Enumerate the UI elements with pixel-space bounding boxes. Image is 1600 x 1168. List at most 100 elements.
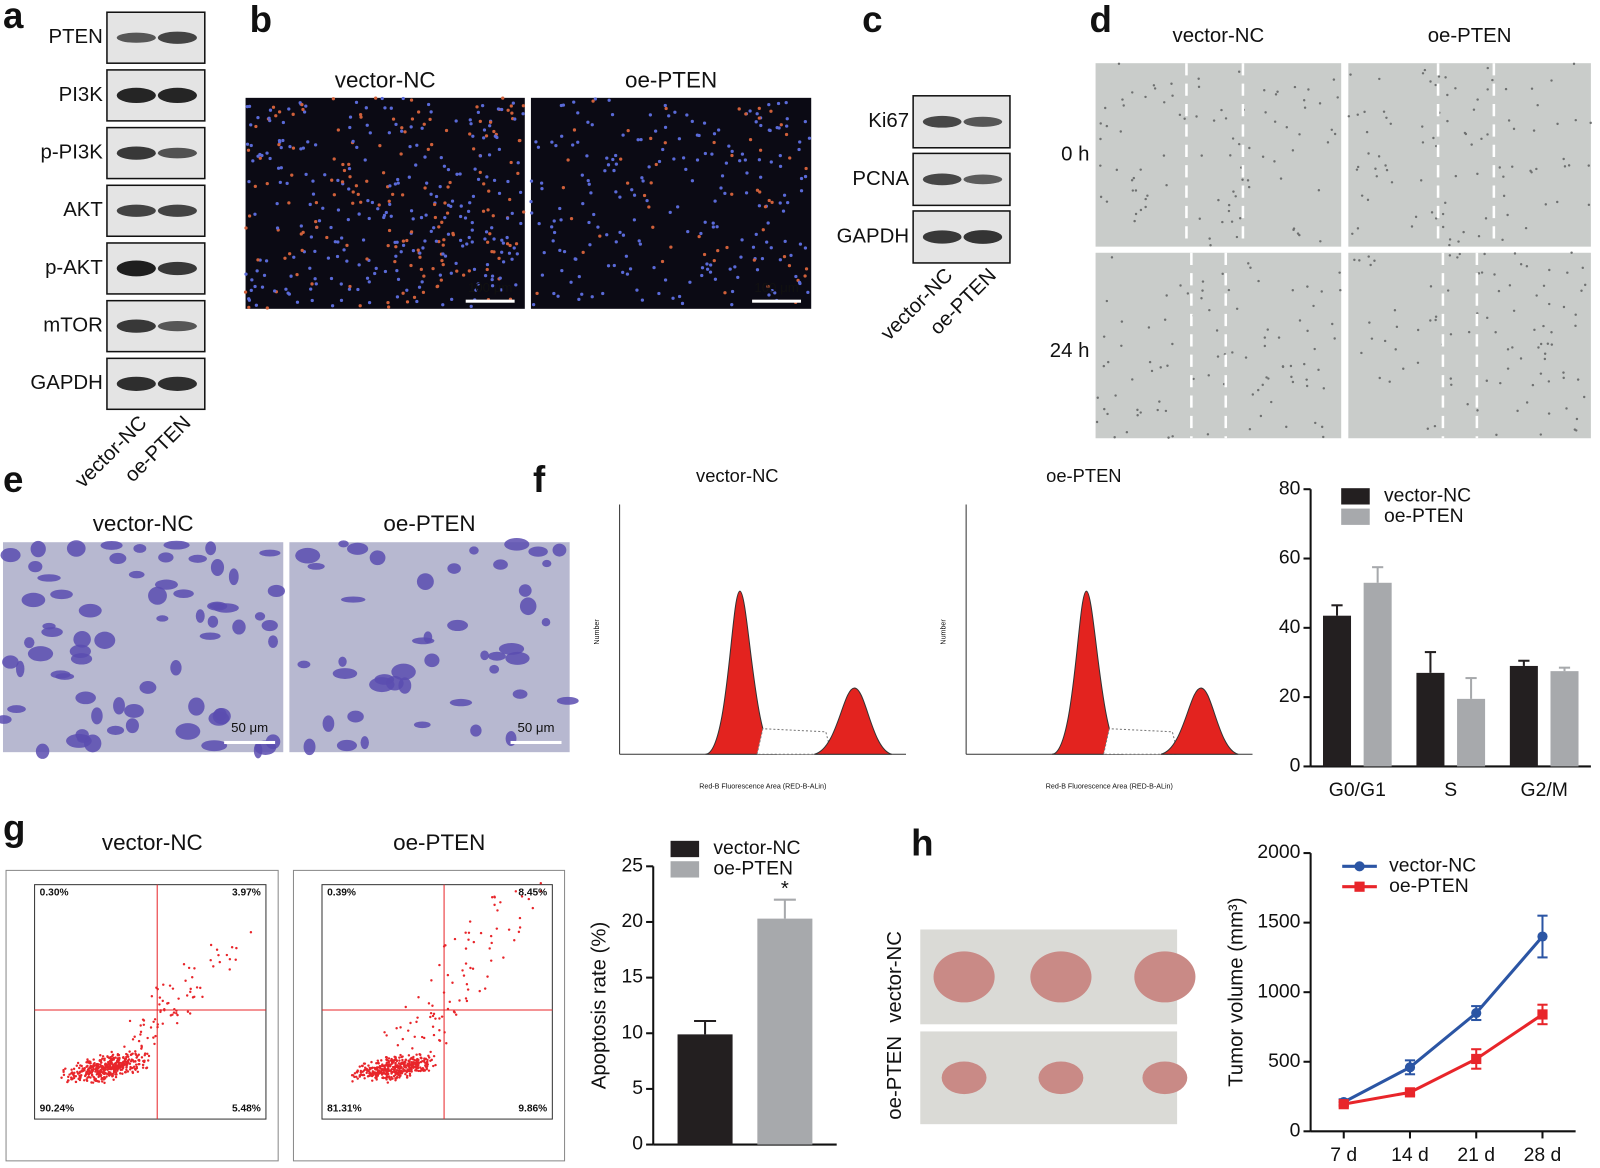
cell bbox=[1497, 289, 1501, 293]
event bbox=[444, 944, 447, 947]
cell-nucleus bbox=[614, 240, 618, 244]
cell-nucleus bbox=[510, 111, 514, 115]
event bbox=[431, 1014, 435, 1018]
cell bbox=[1454, 174, 1458, 178]
cell-nucleus bbox=[449, 271, 453, 275]
stained-cell bbox=[106, 725, 125, 735]
cell-nucleus bbox=[333, 240, 337, 244]
cell-nucleus bbox=[587, 220, 591, 225]
stained-cell bbox=[552, 543, 567, 557]
cell bbox=[1244, 356, 1248, 359]
stained-cell bbox=[195, 609, 205, 623]
event bbox=[426, 1058, 429, 1062]
cell bbox=[1464, 132, 1468, 136]
event bbox=[125, 1055, 128, 1059]
cell-nucleus bbox=[302, 110, 307, 114]
cell-nucleus bbox=[475, 105, 479, 109]
cell-nucleus bbox=[361, 238, 366, 242]
cell-nucleus bbox=[275, 226, 280, 230]
event bbox=[409, 1021, 412, 1025]
cell bbox=[1444, 76, 1447, 79]
event bbox=[85, 1079, 89, 1083]
cell bbox=[1565, 407, 1568, 410]
cell-nucleus bbox=[663, 125, 668, 130]
cell-nucleus bbox=[313, 143, 318, 147]
cell bbox=[1530, 87, 1534, 90]
event bbox=[400, 1055, 403, 1059]
cell bbox=[1263, 344, 1267, 348]
event bbox=[464, 962, 468, 965]
cell-nucleus bbox=[405, 238, 409, 243]
event bbox=[153, 1018, 157, 1021]
cell bbox=[1353, 258, 1356, 262]
cell-nucleus bbox=[798, 140, 802, 144]
cell bbox=[1421, 141, 1425, 144]
cell bbox=[1150, 369, 1154, 373]
cell bbox=[1333, 132, 1337, 136]
cell-nucleus bbox=[719, 186, 723, 190]
event bbox=[128, 1050, 131, 1053]
cell-nucleus bbox=[757, 106, 761, 111]
event bbox=[392, 1060, 395, 1063]
event bbox=[406, 1063, 409, 1067]
event bbox=[438, 1029, 441, 1032]
cell-nucleus bbox=[467, 235, 471, 240]
event bbox=[87, 1067, 90, 1070]
event bbox=[158, 996, 162, 999]
event bbox=[140, 1047, 143, 1050]
event bbox=[468, 920, 472, 923]
legend-marker bbox=[1354, 881, 1365, 892]
quadrant-percent: 0.30% bbox=[40, 888, 69, 899]
cell bbox=[1197, 85, 1201, 89]
event bbox=[417, 1069, 420, 1073]
panel-letter: a bbox=[3, 0, 24, 36]
cell bbox=[1237, 142, 1241, 146]
event bbox=[356, 1069, 359, 1072]
cell bbox=[1266, 328, 1269, 331]
cell bbox=[1485, 379, 1489, 383]
blot-band bbox=[963, 174, 1003, 185]
cell-nucleus bbox=[420, 126, 424, 130]
cell-nucleus bbox=[744, 191, 749, 195]
cell-nucleus bbox=[776, 101, 781, 106]
cell-nucleus bbox=[681, 156, 686, 160]
cell-nucleus bbox=[357, 263, 361, 267]
cell-nucleus bbox=[673, 110, 677, 114]
cell bbox=[1261, 383, 1264, 387]
cell-nucleus bbox=[359, 115, 363, 119]
cell bbox=[1099, 164, 1102, 167]
cell bbox=[1477, 272, 1481, 275]
event bbox=[101, 1055, 105, 1058]
cell-nucleus bbox=[737, 107, 741, 111]
event bbox=[394, 1073, 397, 1077]
x-tick-label: G0/G1 bbox=[1329, 779, 1386, 801]
legend-marker bbox=[1354, 861, 1365, 872]
cell-nucleus bbox=[702, 121, 707, 125]
cell-nucleus bbox=[767, 198, 771, 203]
cell-nucleus bbox=[690, 119, 694, 123]
cell-nucleus bbox=[723, 291, 727, 295]
cell bbox=[1195, 115, 1198, 118]
cell-nucleus bbox=[803, 274, 807, 278]
cell-nucleus bbox=[518, 190, 523, 194]
event bbox=[398, 1073, 401, 1076]
cell bbox=[1133, 219, 1136, 223]
event bbox=[405, 1076, 409, 1079]
stained-cell bbox=[2, 655, 19, 669]
cell bbox=[1421, 125, 1424, 128]
scale-bar bbox=[752, 299, 802, 303]
event bbox=[114, 1075, 118, 1079]
cell-nucleus bbox=[313, 249, 317, 253]
cell-nucleus bbox=[345, 259, 349, 263]
event bbox=[123, 1045, 126, 1048]
protein-label: p-PI3K bbox=[41, 141, 104, 163]
cell-nucleus bbox=[468, 118, 472, 122]
cell-nucleus bbox=[505, 242, 510, 246]
cell bbox=[1095, 420, 1099, 424]
cell-nucleus bbox=[246, 148, 251, 152]
cell bbox=[1375, 175, 1379, 178]
cell-nucleus bbox=[754, 232, 758, 237]
cell-nucleus bbox=[247, 179, 251, 184]
event bbox=[385, 1078, 388, 1081]
cell bbox=[1248, 427, 1252, 431]
